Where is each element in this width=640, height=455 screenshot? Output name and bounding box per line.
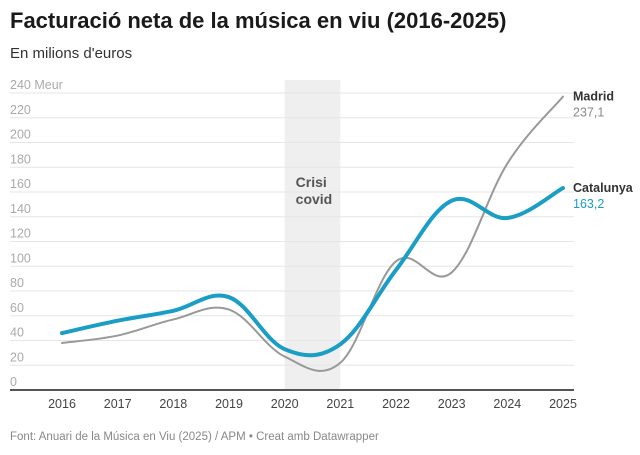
y-tick-label: 160	[10, 177, 31, 191]
series-line-catalunya	[60, 186, 565, 358]
y-tick-label: 120	[10, 227, 31, 241]
y-tick-label: 180	[10, 152, 31, 166]
y-tick-label: 220	[10, 103, 31, 117]
x-tick-label: 2022	[382, 397, 410, 411]
x-tick-label: 2016	[48, 397, 76, 411]
x-tick-label: 2020	[271, 397, 299, 411]
chart-subtitle: En milions d'euros	[10, 45, 133, 62]
covid-label-line2: covid	[296, 191, 333, 207]
y-tick-label: 240 Meur	[10, 78, 63, 92]
x-tick-label: 2019	[215, 397, 243, 411]
y-tick-label: 100	[10, 251, 31, 265]
chart-footer: Font: Anuari de la Música en Viu (2025) …	[10, 431, 379, 443]
x-tick-label: 2018	[159, 397, 187, 411]
y-tick-label: 20	[10, 350, 24, 364]
series-end-value-madrid: 237,1	[573, 106, 604, 120]
series-label-madrid: Madrid	[573, 90, 614, 104]
x-tick-label: 2017	[104, 397, 132, 411]
covid-label-line1: Crisi	[296, 174, 327, 190]
y-tick-label: 200	[10, 128, 31, 142]
series-line-madrid	[61, 95, 564, 372]
x-tick-label: 2023	[438, 397, 466, 411]
y-tick-label: 0	[10, 375, 17, 389]
y-tick-label: 80	[10, 276, 24, 290]
y-tick-label: 60	[10, 301, 24, 315]
series-label-catalunya: Catalunya	[573, 181, 634, 195]
y-tick-label: 140	[10, 202, 31, 216]
chart-title: Facturació neta de la música en viu (201…	[10, 8, 507, 33]
x-tick-label: 2025	[549, 397, 577, 411]
covid-band	[284, 80, 341, 390]
x-tick-label: 2024	[493, 397, 521, 411]
x-tick-label: 2021	[326, 397, 354, 411]
series-end-value-catalunya: 163,2	[573, 197, 604, 211]
y-tick-label: 40	[10, 326, 24, 340]
